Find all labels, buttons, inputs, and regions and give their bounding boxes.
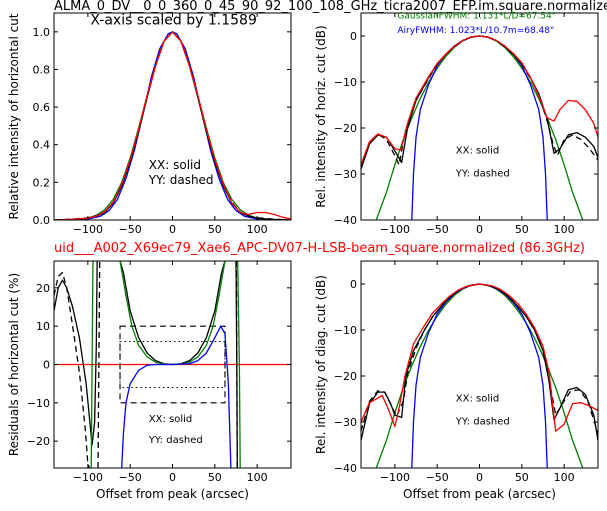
series-line-4 bbox=[361, 283, 598, 432]
y-tick-label: −20 bbox=[334, 370, 357, 383]
axis-frame bbox=[360, 12, 599, 221]
series-line-3 bbox=[361, 283, 598, 434]
y-axis-label: Rel. intensity of horiz. cut (dB) bbox=[314, 25, 328, 207]
plot-area bbox=[54, 261, 291, 468]
x-tick-label: −50 bbox=[119, 471, 142, 484]
y-tick-label: 0.4 bbox=[33, 139, 51, 152]
x-tick-label: 0 bbox=[169, 223, 176, 236]
series-line-5 bbox=[235, 261, 238, 468]
y-axis-label: Residuals of horizontal cut (%) bbox=[7, 273, 21, 456]
x-tick-label: 50 bbox=[515, 471, 529, 484]
reference-box-0 bbox=[119, 325, 226, 404]
figure-title-top: ALMA_0_DV__0_0_360_0_45_90_92_100_108_GH… bbox=[54, 0, 607, 14]
x-tick-label: −50 bbox=[426, 223, 449, 236]
x-tick-label: −100 bbox=[380, 471, 410, 484]
y-tick-label: −10 bbox=[334, 324, 357, 337]
series-line-2 bbox=[54, 31, 291, 220]
series-line-3 bbox=[54, 271, 91, 468]
y-tick-label: −10 bbox=[27, 397, 50, 410]
plot-area bbox=[361, 35, 598, 220]
series-line-8 bbox=[237, 261, 241, 468]
x-tick-label: −50 bbox=[426, 471, 449, 484]
annotation-3: YY: dashed bbox=[455, 168, 510, 179]
y-tick-label: 1.0 bbox=[33, 26, 51, 39]
series-line-0 bbox=[54, 31, 291, 220]
axis-frame bbox=[53, 12, 292, 221]
y-tick-label: −30 bbox=[334, 416, 357, 429]
series-line-0 bbox=[54, 261, 98, 446]
x-tick-label: 0 bbox=[476, 223, 483, 236]
x-tick-label: −100 bbox=[380, 223, 410, 236]
x-tick-label: −50 bbox=[119, 223, 142, 236]
y-tick-label: 0 bbox=[43, 359, 50, 372]
series-line-6 bbox=[90, 261, 94, 468]
y-tick-label: 0.8 bbox=[33, 63, 51, 76]
series-line-4 bbox=[361, 35, 598, 166]
x-tick-label: 100 bbox=[554, 471, 575, 484]
x-tick-label: 100 bbox=[247, 471, 268, 484]
y-tick-label: 0.6 bbox=[33, 101, 51, 114]
y-tick-label: −40 bbox=[334, 214, 357, 227]
y-tick-label: −40 bbox=[334, 462, 357, 475]
figure-title-mid: uid___A002_X69ec79_Xae6_APC-DV07-H-LSB-b… bbox=[54, 241, 585, 256]
y-axis-label: Rel. intensity of diag. cut (dB) bbox=[314, 275, 328, 454]
y-axis-label: Relative intensity of horizontal cut bbox=[7, 13, 21, 219]
x-tick-label: 100 bbox=[554, 223, 575, 236]
y-tick-label: 10 bbox=[36, 320, 50, 333]
y-tick-label: −20 bbox=[334, 122, 357, 135]
x-tick-label: 0 bbox=[476, 471, 483, 484]
annotation-1: AiryFWHM: 1.023*L/10.7m=68.48" bbox=[397, 26, 554, 36]
y-tick-label: 0 bbox=[350, 30, 357, 43]
annotation-0: XX: solid bbox=[456, 393, 499, 404]
annotation-0: XX: solid bbox=[149, 414, 192, 425]
panel-horizontal-cut: −100 −50 0 50 100 0.0 0.2 0.4 0.6 0.8 1.0 Relative … bbox=[7, 12, 292, 236]
y-tick-label: 0.0 bbox=[33, 214, 51, 227]
y-tick-label: −20 bbox=[27, 435, 50, 448]
annotation-1: YY: dashed bbox=[148, 435, 203, 446]
series-line-1 bbox=[411, 283, 548, 468]
x-tick-label: 100 bbox=[247, 223, 268, 236]
series-line-4 bbox=[54, 31, 291, 220]
annotation-2: XX: solid bbox=[456, 145, 499, 156]
reference-box-1 bbox=[119, 340, 226, 389]
annotation-0: GaussianFWHM: 1.131*L/D=67.54" bbox=[397, 12, 555, 22]
x-axis-label: Offset from peak (arcsec) bbox=[403, 487, 556, 501]
x-axis-label: Offset from peak (arcsec) bbox=[96, 487, 249, 501]
plot-area bbox=[54, 31, 291, 220]
x-tick-label: −100 bbox=[73, 471, 103, 484]
annotation-1: YY: dashed bbox=[455, 416, 510, 427]
series-line-1 bbox=[54, 31, 291, 220]
annotation-2: YY: dashed bbox=[148, 173, 214, 187]
axis-frame bbox=[360, 260, 599, 469]
x-tick-label: 50 bbox=[515, 223, 529, 236]
series-line-1 bbox=[411, 35, 548, 220]
series-line-3 bbox=[54, 31, 291, 220]
series-line-9 bbox=[121, 325, 232, 468]
x-tick-label: 0 bbox=[169, 471, 176, 484]
y-tick-label: 0 bbox=[350, 278, 357, 291]
y-tick-label: −30 bbox=[334, 168, 357, 181]
x-tick-label: 50 bbox=[208, 223, 222, 236]
annotation-1: XX: solid bbox=[149, 158, 201, 172]
plot-area bbox=[361, 283, 598, 468]
y-tick-label: 0.2 bbox=[33, 176, 51, 189]
x-tick-label: −100 bbox=[73, 223, 103, 236]
y-tick-label: 20 bbox=[36, 282, 50, 295]
x-tick-label: 50 bbox=[208, 471, 222, 484]
series-line-4 bbox=[97, 261, 101, 468]
annotation-0: X-axis scaled by 1.1589 bbox=[90, 12, 256, 28]
y-tick-label: −10 bbox=[334, 76, 357, 89]
